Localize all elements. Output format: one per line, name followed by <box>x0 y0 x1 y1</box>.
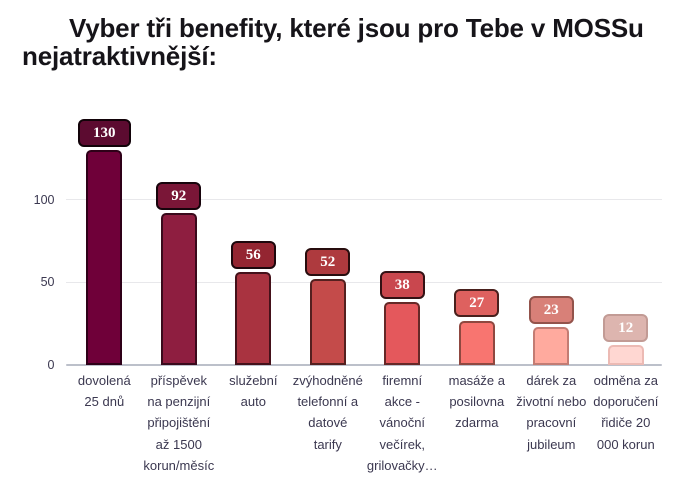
bar-1[interactable] <box>86 149 123 366</box>
bar-2[interactable] <box>160 212 197 366</box>
value-label-2: 92 <box>156 181 202 210</box>
value-label-1: 130 <box>77 118 131 147</box>
value-label-5: 38 <box>379 271 425 300</box>
chart-title: Vyber tři benefity, které jsou pro Tebe … <box>22 12 644 71</box>
bar-8[interactable] <box>607 345 644 366</box>
category-label-6: masáže a posilovna zdarma <box>448 372 505 431</box>
value-label-8: 12 <box>603 314 649 343</box>
category-label-1: dovolená 25 dnů <box>77 372 131 410</box>
category-label-3: služební auto <box>229 372 278 410</box>
bar-5[interactable] <box>384 302 421 366</box>
bar-4[interactable] <box>309 279 346 366</box>
category-label-8: odměna za doporučení řidiče 20 000 korun <box>593 372 659 452</box>
category-label-5: firemní akce - vánoční večírek, grilovač… <box>366 372 438 474</box>
bar-7[interactable] <box>533 327 570 366</box>
bar-6[interactable] <box>458 320 495 366</box>
category-label-2: příspěvek na penzijní připojištění až 15… <box>143 372 215 474</box>
y-axis-tick-label: 100 <box>33 192 55 207</box>
y-axis-tick-label: 0 <box>47 358 55 373</box>
category-label-7: dárek za životní nebo pracovní jubileum <box>516 372 587 452</box>
gridline-100 <box>66 199 662 200</box>
x-axis-line <box>66 364 662 367</box>
value-label-7: 23 <box>528 295 574 324</box>
category-label-4: zvýhodněné telefonní a datové tarify <box>292 372 363 452</box>
value-label-6: 27 <box>454 289 500 318</box>
gridline-50 <box>66 281 662 283</box>
y-axis-tick-label: 50 <box>40 275 55 290</box>
value-label-3: 56 <box>230 241 276 270</box>
value-label-4: 52 <box>305 247 351 276</box>
bar-3[interactable] <box>235 272 272 366</box>
